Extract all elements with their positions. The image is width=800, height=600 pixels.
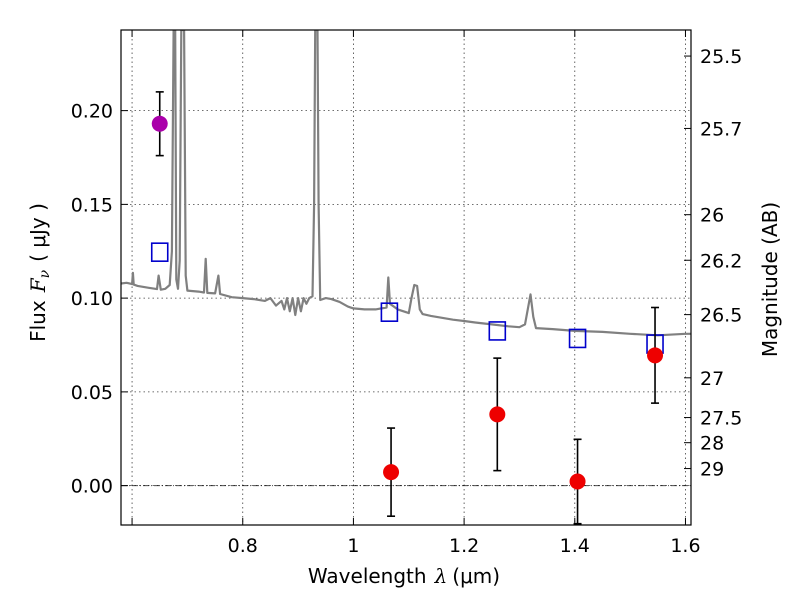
x-tick-label: 0.8 xyxy=(228,535,258,557)
observed-flux-point xyxy=(151,115,168,132)
y-tick-labels: 0.00 0.05 0.10 0.15 0.20 xyxy=(71,101,113,498)
y-tick-label: 0.00 xyxy=(71,476,113,498)
y-axis-label: FluxFν( μJy ) xyxy=(26,203,53,342)
magnitude-tick-label: 28 xyxy=(700,433,724,455)
model-photometry-series xyxy=(150,242,664,354)
observed-flux-point xyxy=(569,473,586,490)
magnitude-tick-labels: 25.5 25.7 26 26.2 26.5 27 27.5 28 29 xyxy=(700,46,742,481)
magnitude-tick-label: 26.5 xyxy=(700,305,742,327)
model-photometry-square xyxy=(380,302,399,322)
magnitude-tick-label: 25.5 xyxy=(700,46,742,68)
plot-frame xyxy=(120,29,692,526)
observed-flux-point xyxy=(647,347,664,364)
magnitude-tick-label: 25.7 xyxy=(700,118,742,140)
magnitude-tick-label: 27.5 xyxy=(700,408,742,430)
observed-flux-series xyxy=(151,91,664,525)
model-photometry-square xyxy=(150,242,169,262)
x-tick-label: 1.4 xyxy=(560,535,590,557)
magnitude-tick-label: 29 xyxy=(700,459,724,481)
y-tick-label: 0.20 xyxy=(71,101,113,123)
axis-ticks xyxy=(121,30,691,525)
magnitude-tick-label: 26.2 xyxy=(700,250,742,272)
observed-flux-point xyxy=(489,406,506,423)
x-tick-label: 1.6 xyxy=(670,535,700,557)
x-tick-label: 1.2 xyxy=(449,535,479,557)
x-tick-label: 1 xyxy=(347,535,359,557)
magnitude-tick-label: 26 xyxy=(700,205,724,227)
model-spectrum-series xyxy=(121,30,691,337)
magnitude-tick-label: 27 xyxy=(700,368,724,390)
grid-lines xyxy=(121,30,691,525)
x-axis-label: Wavelength λ (μm) xyxy=(308,564,500,588)
y-tick-label: 0.15 xyxy=(71,194,113,216)
y-tick-label: 0.10 xyxy=(71,288,113,310)
magnitude-axis-label: Magnitude (AB) xyxy=(758,202,782,357)
observed-flux-point xyxy=(383,464,400,481)
model-photometry-square xyxy=(488,321,507,341)
x-tick-labels: 0.8 1 1.2 1.4 1.6 xyxy=(228,535,701,557)
spectrum-line xyxy=(121,30,691,337)
y-tick-label: 0.05 xyxy=(71,382,113,404)
model-photometry-square xyxy=(568,328,587,349)
